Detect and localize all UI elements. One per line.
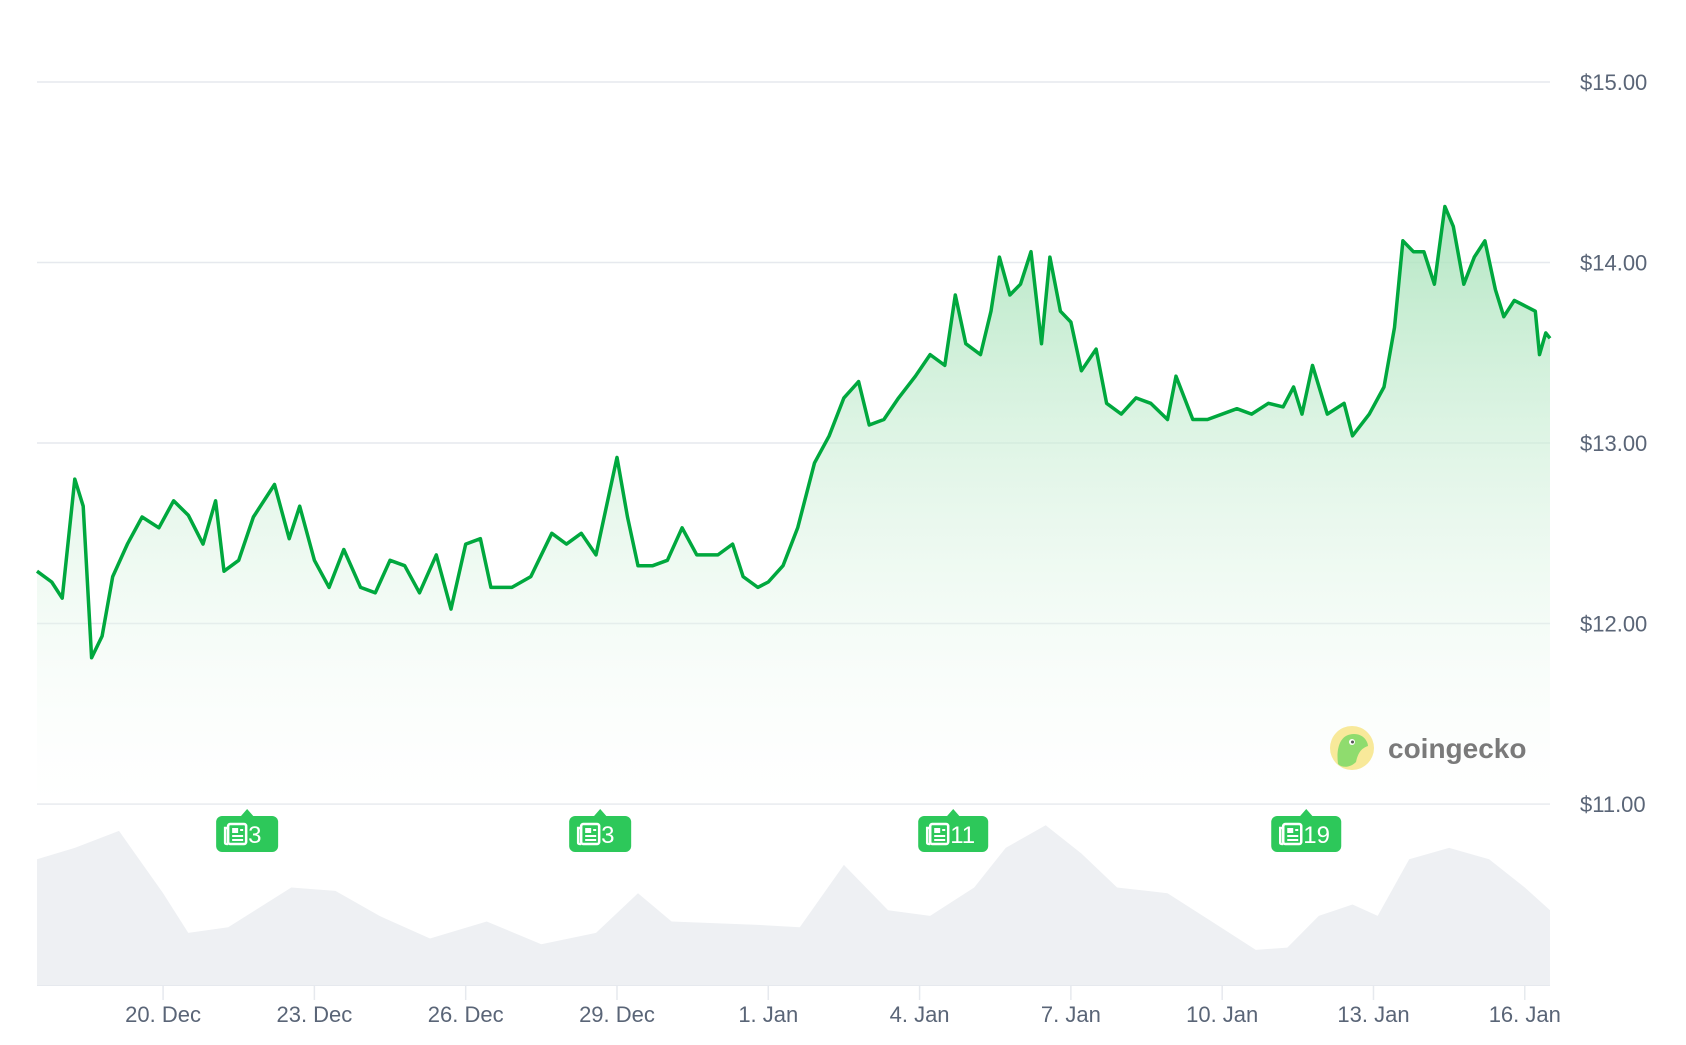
x-tick-label: 7. Jan [1041, 1002, 1101, 1027]
x-tick-label: 20. Dec [125, 1002, 201, 1027]
badge-count: 19 [1303, 822, 1330, 849]
y-tick-label: $13.00 [1580, 431, 1647, 456]
icon-photo [232, 828, 238, 833]
icon-photo [585, 828, 591, 833]
icon-photo [1287, 828, 1293, 833]
x-tick-label: 4. Jan [890, 1002, 950, 1027]
y-axis: $15.00 $14.00 $13.00 $12.00 $11.00 [1580, 70, 1647, 817]
x-tick-label: 23. Dec [276, 1002, 352, 1027]
badge-pointer [593, 809, 607, 817]
badge-pointer [946, 809, 960, 817]
badge-pointer [1299, 809, 1313, 817]
y-tick-label: $11.00 [1580, 792, 1646, 817]
price-area [37, 207, 1550, 805]
x-axis: 20. Dec 23. Dec 26. Dec 29. Dec 1. Jan 4. Jan… [125, 985, 1561, 1027]
y-tick-label: $14.00 [1580, 251, 1647, 276]
y-tick-label: $15.00 [1580, 70, 1647, 95]
news-badge[interactable]: 19 [1271, 809, 1341, 852]
news-badge[interactable]: 3 [216, 809, 278, 852]
news-badges: 3 3 11 19 [216, 809, 1341, 852]
icon-photo [934, 828, 940, 833]
x-tick-label: 10. Jan [1186, 1002, 1258, 1027]
news-badge[interactable]: 11 [918, 809, 988, 852]
badge-count: 3 [248, 822, 261, 849]
news-badge[interactable]: 3 [569, 809, 631, 852]
x-tick-label: 26. Dec [428, 1002, 504, 1027]
y-tick-label: $12.00 [1580, 612, 1647, 637]
coingecko-watermark: coingecko [1330, 726, 1526, 770]
coingecko-wordmark: coingecko [1388, 733, 1526, 764]
price-fill [37, 207, 1550, 805]
badge-count: 11 [950, 822, 975, 849]
badge-pointer [240, 809, 254, 817]
x-tick-label: 29. Dec [579, 1002, 655, 1027]
x-tick-label: 13. Jan [1337, 1002, 1409, 1027]
x-tick-label: 16. Jan [1489, 1002, 1561, 1027]
x-tick-label: 1. Jan [738, 1002, 798, 1027]
badge-count: 3 [601, 822, 614, 849]
